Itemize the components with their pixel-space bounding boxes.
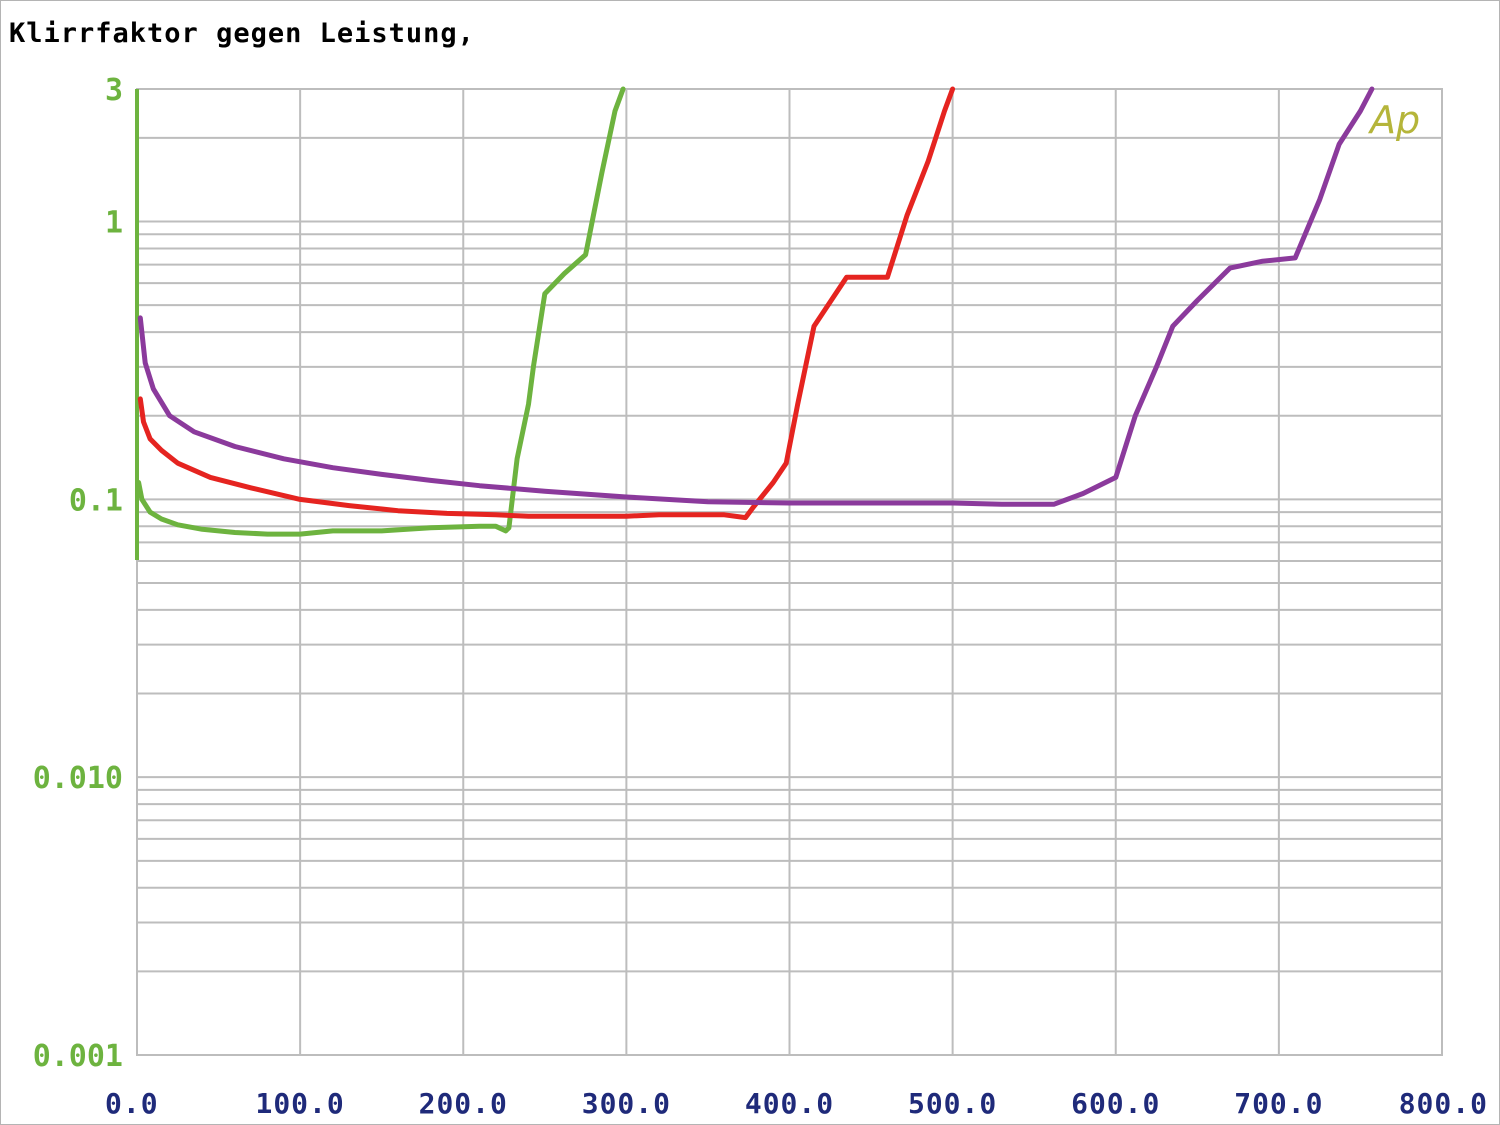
y-tick-label: 3 <box>105 73 123 108</box>
y-tick-label: 1 <box>105 206 123 241</box>
tick-labels: 3 1 0.1 0.010 0.001 0.0 100.0 200.0 300.0 400.0 50… <box>33 73 1488 1120</box>
chart-title: Klirrfaktor gegen Leistung, <box>9 18 475 49</box>
plot-border <box>136 88 1443 1056</box>
y-tick-label: 0.001 <box>33 1039 123 1074</box>
x-tick-label: 700.0 <box>1234 1087 1323 1120</box>
y-tick-label: 0.010 <box>33 761 123 796</box>
series-lines <box>136 86 1375 537</box>
series-line-1 <box>136 86 626 537</box>
series-line-3 <box>137 86 1375 507</box>
y-tick-label: 0.1 <box>69 483 123 518</box>
x-tick-label: 200.0 <box>419 1087 508 1120</box>
series-line-2 <box>137 86 956 521</box>
x-tick-label: 0.0 <box>105 1087 159 1120</box>
x-tick-label: 400.0 <box>745 1087 834 1120</box>
x-tick-label: 800.0 <box>1399 1087 1488 1120</box>
grid <box>136 88 1443 1056</box>
x-tick-label: 600.0 <box>1071 1087 1160 1120</box>
x-tick-label: 500.0 <box>908 1087 997 1120</box>
ap-logo: Ap <box>1367 98 1420 142</box>
x-tick-label: 300.0 <box>582 1087 671 1120</box>
x-tick-label: 100.0 <box>255 1087 344 1120</box>
